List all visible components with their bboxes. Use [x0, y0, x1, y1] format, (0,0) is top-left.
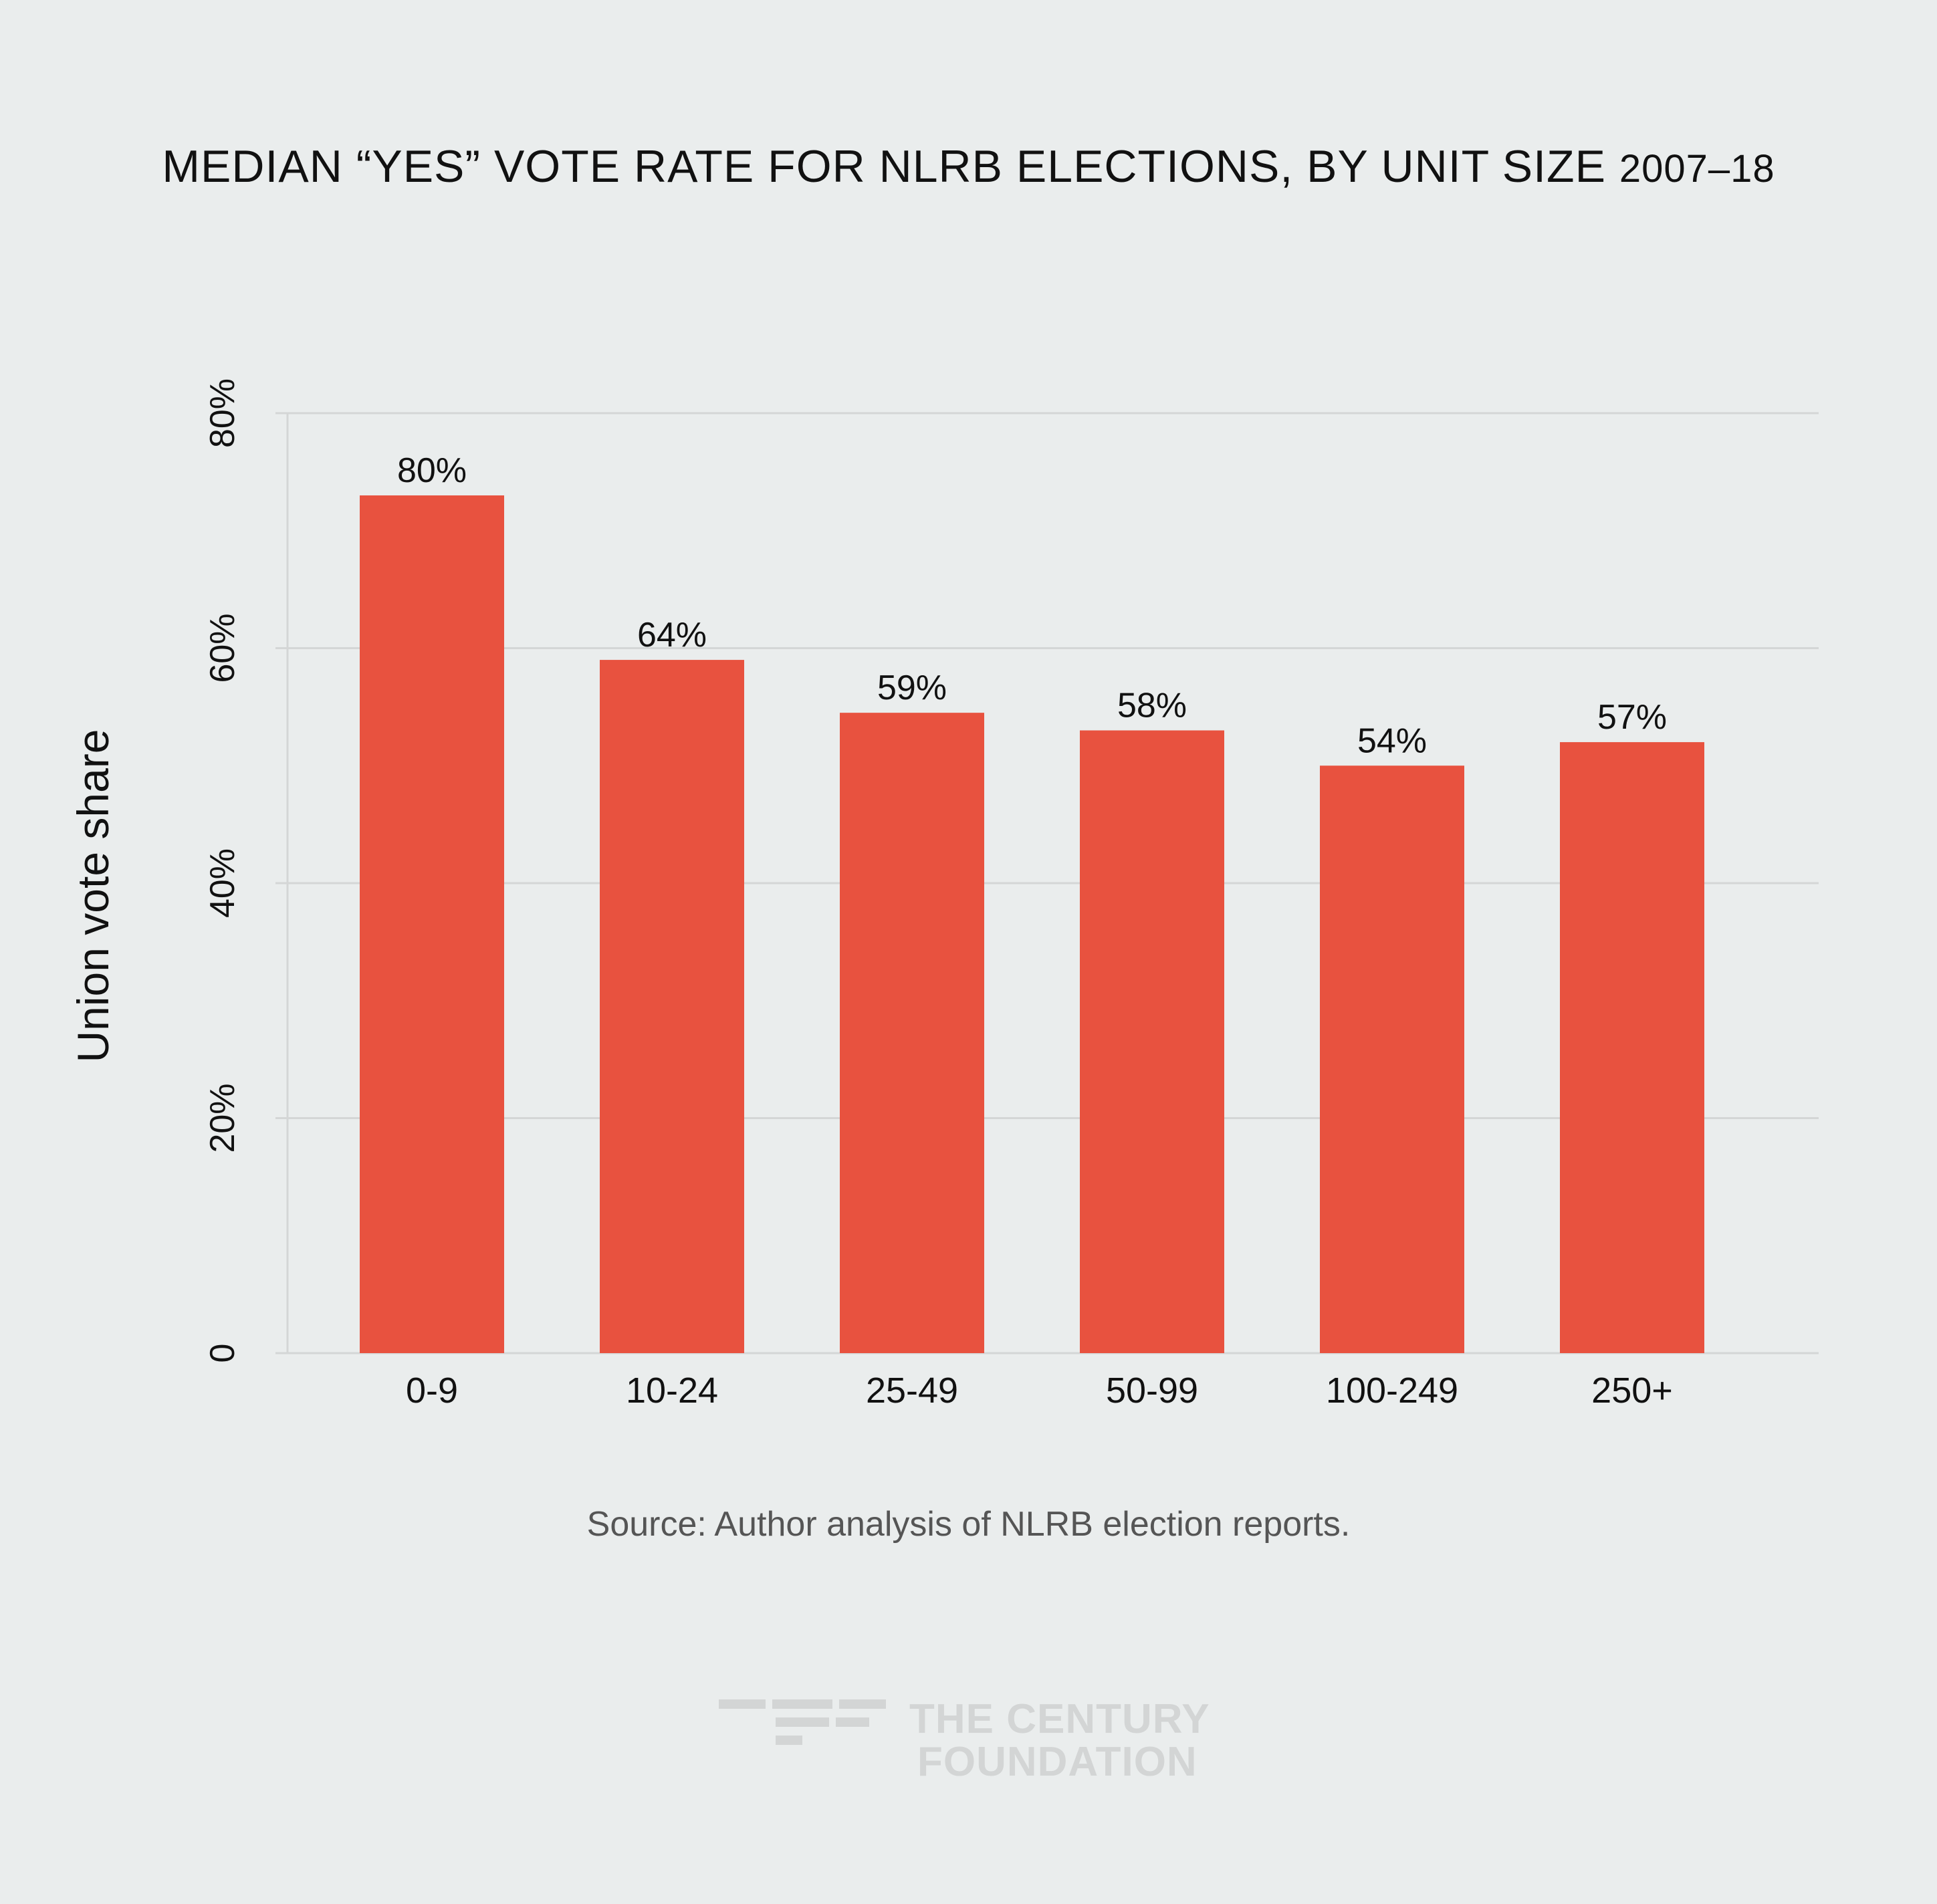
data-label: 54%	[1357, 721, 1427, 760]
y-tick-label: 40%	[203, 848, 242, 918]
y-tick-labels: 0 20% 40% 60% 80%	[203, 378, 242, 1363]
source-note: Source: Author analysis of NLRB election…	[586, 1505, 1351, 1544]
chart-title-years: 2007–18	[1619, 147, 1775, 191]
logo-line-2: FOUNDATION	[917, 1739, 1198, 1785]
x-tick-labels: 0-9 10-24 25-49 50-99 100-249 250+	[406, 1371, 1673, 1411]
y-tick-label: 60%	[203, 613, 242, 683]
bar	[840, 713, 984, 1353]
y-tick-label: 20%	[203, 1083, 242, 1153]
y-tick-label: 80%	[203, 378, 242, 448]
data-labels: 80% 64% 59% 58% 54% 57%	[397, 451, 1667, 760]
data-label: 59%	[877, 669, 947, 707]
y-tick-label: 0	[203, 1344, 242, 1363]
data-label: 80%	[397, 451, 467, 490]
x-tick-label: 50-99	[1106, 1371, 1198, 1411]
chart-title-main: MEDIAN “YES” VOTE RATE FOR NLRB ELECTION…	[162, 141, 1606, 192]
x-tick-label: 100-249	[1326, 1371, 1458, 1411]
tcf-logo-text: THE CENTURY FOUNDATION	[909, 1698, 1210, 1784]
tcf-logo: THE CENTURY FOUNDATION	[719, 1698, 1227, 1792]
bar	[360, 495, 504, 1353]
x-tick-label: 10-24	[626, 1371, 718, 1411]
logo-line-1: THE CENTURY	[909, 1696, 1210, 1742]
bar	[1560, 742, 1704, 1353]
bar	[600, 660, 744, 1354]
bar	[1080, 730, 1224, 1353]
bars	[360, 495, 1704, 1354]
data-label: 64%	[637, 616, 707, 654]
chart-title: MEDIAN “YES” VOTE RATE FOR NLRB ELECTION…	[0, 140, 1937, 193]
y-axis-label: Union vote share	[68, 729, 118, 1063]
bar	[1320, 765, 1464, 1353]
x-tick-label: 25-49	[866, 1371, 958, 1411]
x-tick-label: 0-9	[406, 1371, 458, 1411]
x-tick-label: 250+	[1591, 1371, 1673, 1411]
tcf-logo-icon	[719, 1699, 886, 1745]
data-label: 57%	[1597, 698, 1667, 737]
data-label: 58%	[1117, 687, 1187, 725]
